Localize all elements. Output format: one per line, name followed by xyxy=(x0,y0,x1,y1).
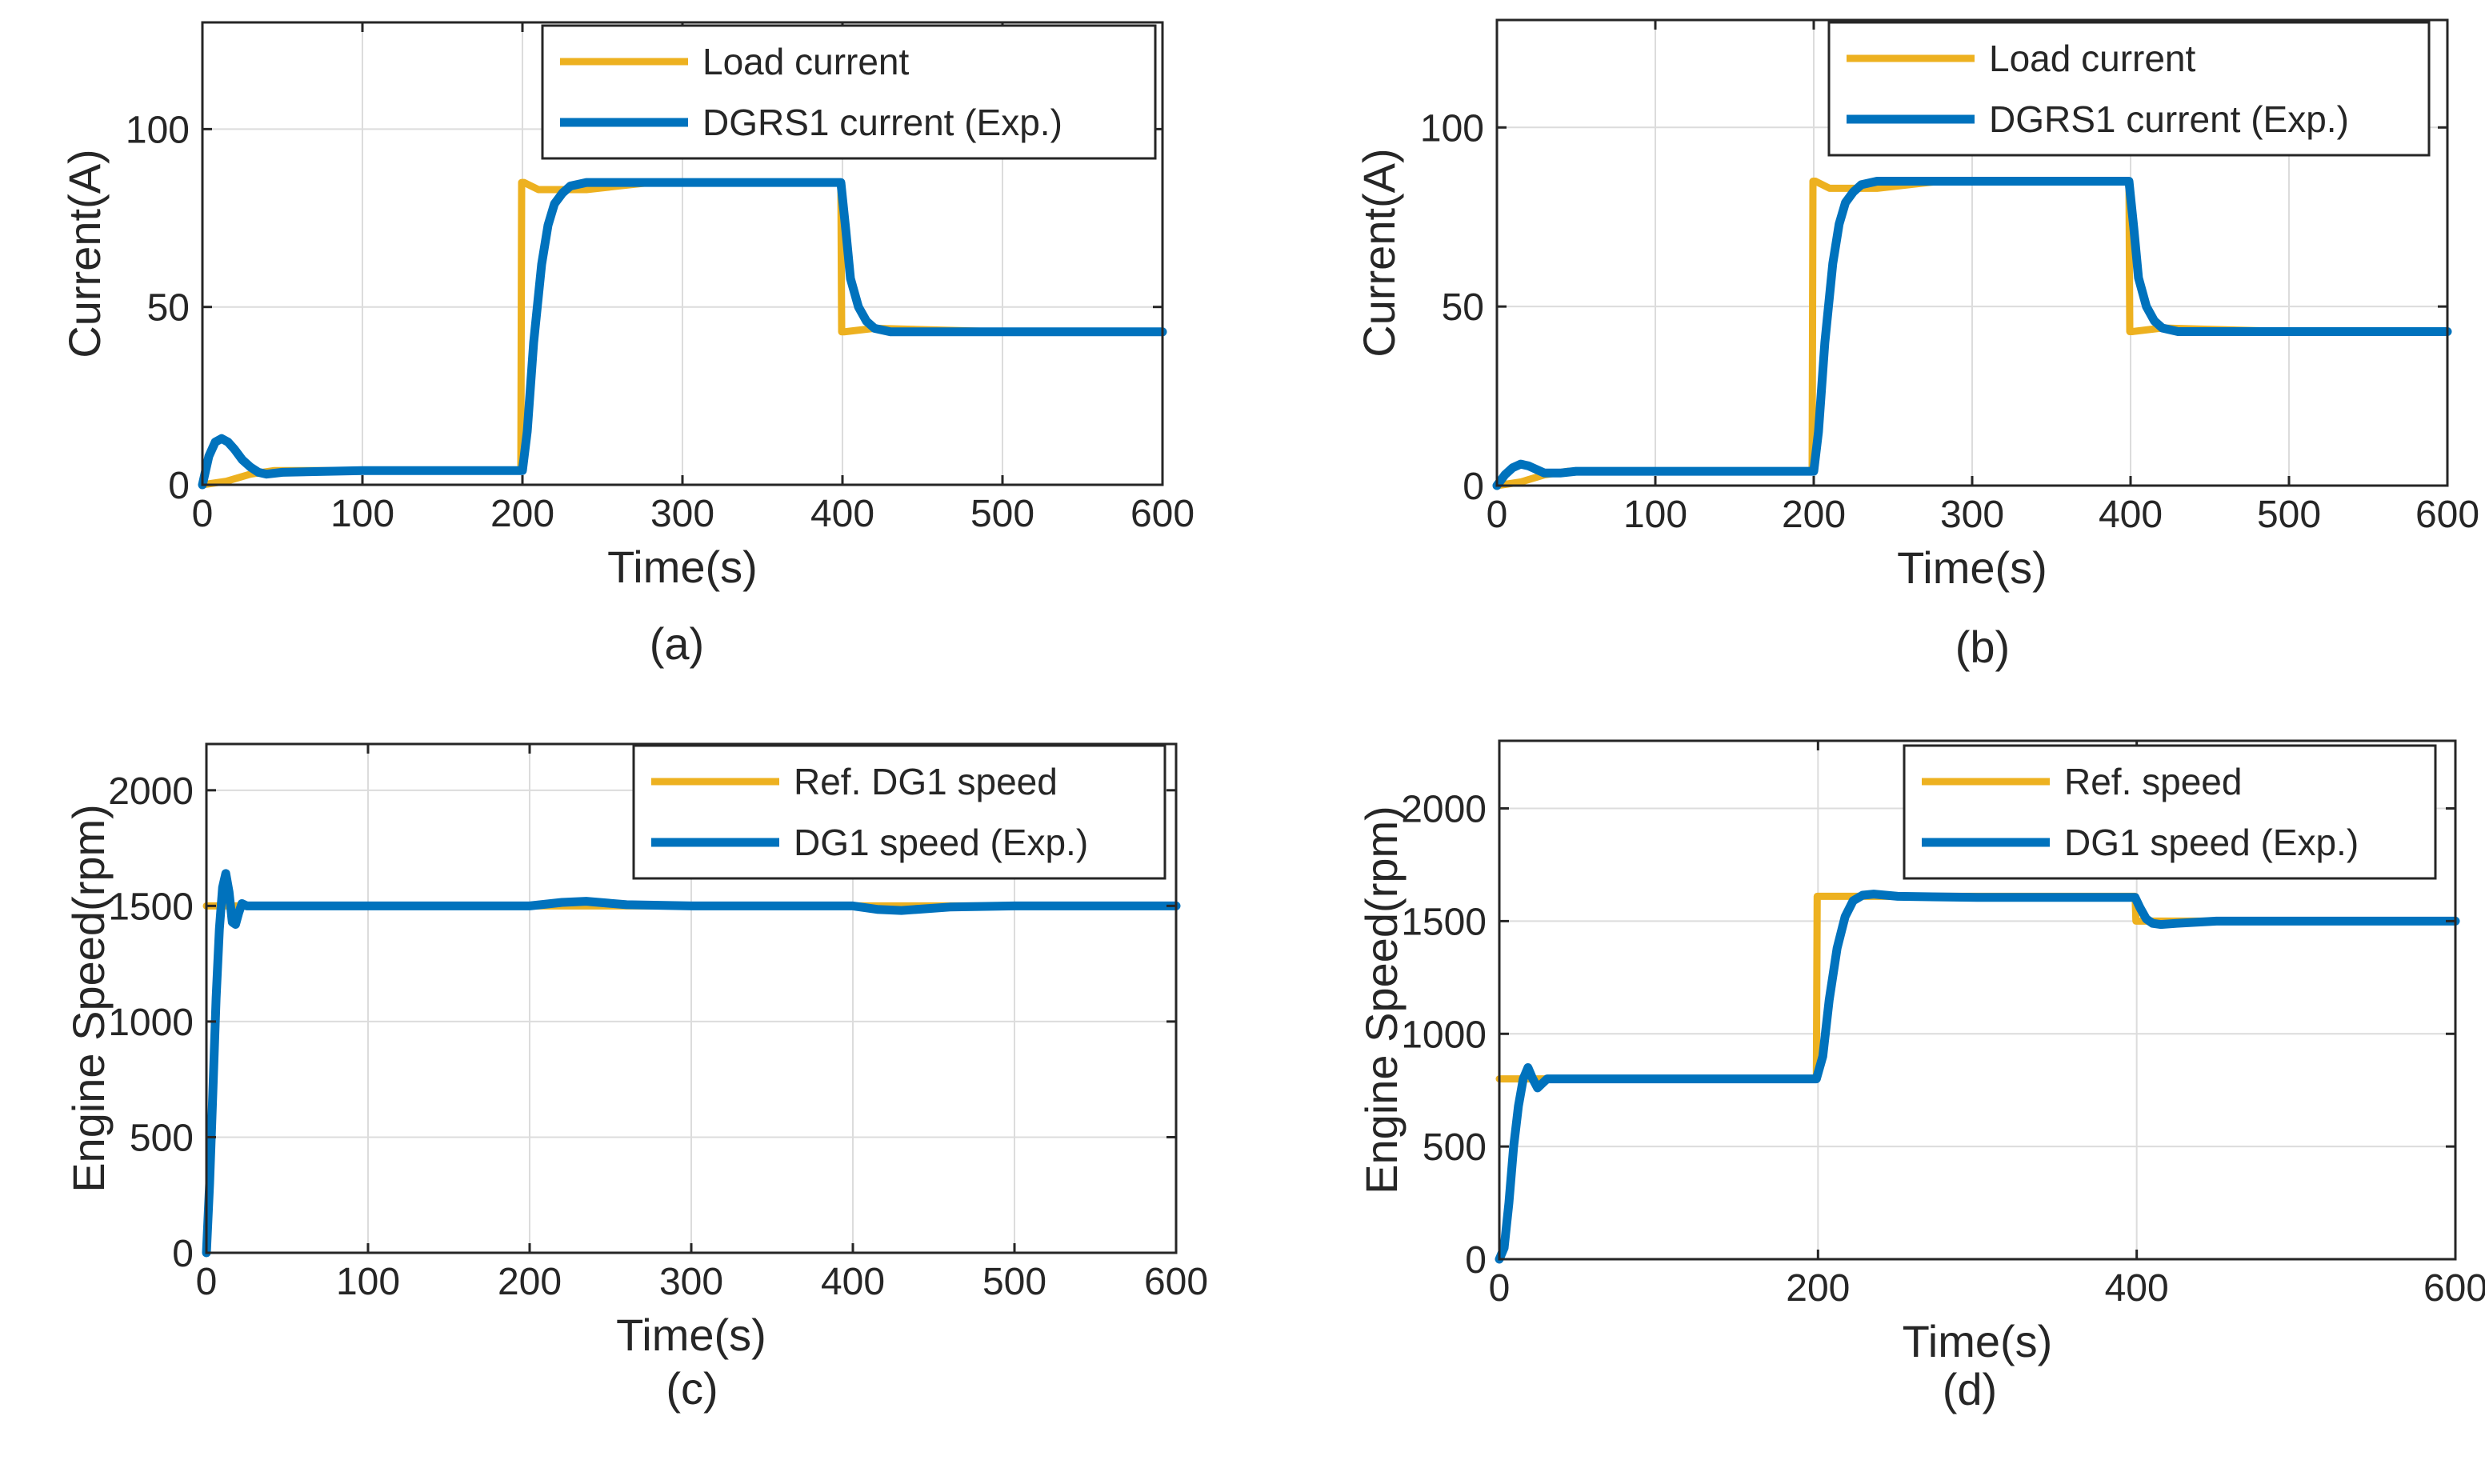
x-axis-label: Time(s) xyxy=(607,542,758,592)
series-line-2 xyxy=(1495,890,2460,1264)
chart-panel-0: 0 100 200 300 400 500 600 0 50 100 Time(s) Current(… xyxy=(59,21,1194,669)
y-tick-label: 2000 xyxy=(1401,789,1487,831)
chart-panel-3: 0 200 400 600 0 500 1000 1500 2000 Time(s) Engine … xyxy=(1356,739,2485,1414)
x-axis-label: Time(s) xyxy=(1903,1316,2053,1366)
y-tick-label: 0 xyxy=(1463,466,1484,508)
legend-label-1: Load current xyxy=(1989,38,2195,79)
x-axis-label: Time(s) xyxy=(616,1310,766,1360)
x-tick-label: 400 xyxy=(2099,494,2163,536)
x-tick-label: 100 xyxy=(330,493,394,535)
x-tick-label: 500 xyxy=(982,1261,1046,1303)
x-tick-label: 400 xyxy=(810,493,874,535)
x-tick-label: 200 xyxy=(1786,1267,1850,1310)
x-tick-label: 200 xyxy=(498,1261,562,1303)
x-tick-label: 100 xyxy=(1623,494,1687,536)
y-tick-label: 2000 xyxy=(108,770,194,813)
x-tick-label: 200 xyxy=(1782,494,1846,536)
x-tick-label: 300 xyxy=(650,493,714,535)
x-tick-label: 600 xyxy=(1144,1261,1208,1303)
legend-label-2: DGRS1 current (Exp.) xyxy=(702,102,1062,143)
y-tick-label: 0 xyxy=(168,465,190,507)
y-axis-label: Engine Speed(rpm) xyxy=(63,804,114,1193)
legend: Ref. DG1 speed DG1 speed (Exp.) xyxy=(632,744,1166,880)
x-tick-label: 0 xyxy=(1487,494,1508,536)
legend-label-2: DG1 speed (Exp.) xyxy=(2064,822,2359,863)
y-tick-label: 1500 xyxy=(1401,901,1487,943)
y-tick-label: 1500 xyxy=(108,886,194,928)
y-tick-label: 0 xyxy=(1465,1239,1487,1282)
legend: Load current DGRS1 current (Exp.) xyxy=(541,24,1157,160)
chart-panel-1: 0 100 200 300 400 500 600 0 50 100 Time(s) Current(… xyxy=(1354,18,2479,672)
y-tick-label: 50 xyxy=(1442,286,1484,329)
panel-caption: (c) xyxy=(666,1363,718,1414)
x-tick-label: 0 xyxy=(192,493,214,535)
legend-box xyxy=(1903,744,2437,880)
panel-caption: (d) xyxy=(1943,1364,1997,1414)
x-tick-label: 300 xyxy=(1940,494,2004,536)
y-tick-label: 500 xyxy=(1423,1126,1487,1169)
x-tick-label: 300 xyxy=(659,1261,723,1303)
x-axis-label: Time(s) xyxy=(1897,542,2047,593)
x-tick-label: 600 xyxy=(2415,494,2479,536)
legend: Ref. speed DG1 speed (Exp.) xyxy=(1903,744,2437,880)
y-axis-label: Current(A) xyxy=(59,149,110,358)
y-tick-label: 1000 xyxy=(108,1002,194,1044)
x-tick-label: 0 xyxy=(196,1261,218,1303)
x-tick-label: 600 xyxy=(2423,1267,2485,1310)
y-axis-label: Current(A) xyxy=(1354,148,1404,357)
x-tick-label: 400 xyxy=(2105,1267,2169,1310)
legend-box xyxy=(1827,21,2431,157)
legend-label-1: Ref. DG1 speed xyxy=(794,761,1058,802)
legend-box xyxy=(541,24,1157,160)
y-axis-label: Engine Speed(rpm) xyxy=(1356,806,1407,1194)
x-tick-label: 400 xyxy=(821,1261,885,1303)
series-line-2 xyxy=(1492,177,2452,490)
y-tick-label: 100 xyxy=(126,109,190,151)
axes-box xyxy=(1498,739,2457,1261)
y-tick-label: 50 xyxy=(147,287,190,330)
legend-label-2: DGRS1 current (Exp.) xyxy=(1989,98,2349,140)
legend-label-1: Load current xyxy=(702,41,909,82)
y-tick-label: 0 xyxy=(172,1233,194,1275)
x-tick-label: 600 xyxy=(1130,493,1194,535)
legend-label-2: DG1 speed (Exp.) xyxy=(794,822,1088,863)
x-tick-label: 200 xyxy=(490,493,554,535)
panel-caption: (a) xyxy=(650,618,704,669)
legend: Load current DGRS1 current (Exp.) xyxy=(1827,21,2431,157)
x-tick-label: 100 xyxy=(336,1261,400,1303)
y-tick-label: 1000 xyxy=(1401,1014,1487,1056)
x-tick-label: 500 xyxy=(2257,494,2321,536)
y-tick-label: 500 xyxy=(130,1117,194,1159)
series-line-2 xyxy=(198,178,1167,490)
panel-caption: (b) xyxy=(1955,622,2010,672)
series-line-2 xyxy=(202,869,1181,1258)
legend-box xyxy=(632,744,1166,880)
x-tick-label: 0 xyxy=(1489,1267,1511,1310)
legend-label-1: Ref. speed xyxy=(2064,761,2242,802)
x-tick-label: 500 xyxy=(970,493,1034,535)
y-tick-label: 100 xyxy=(1420,107,1484,150)
chart-panel-2: 0 100 200 300 400 500 600 0 500 1000 1500 2000 Time(… xyxy=(63,742,1208,1414)
